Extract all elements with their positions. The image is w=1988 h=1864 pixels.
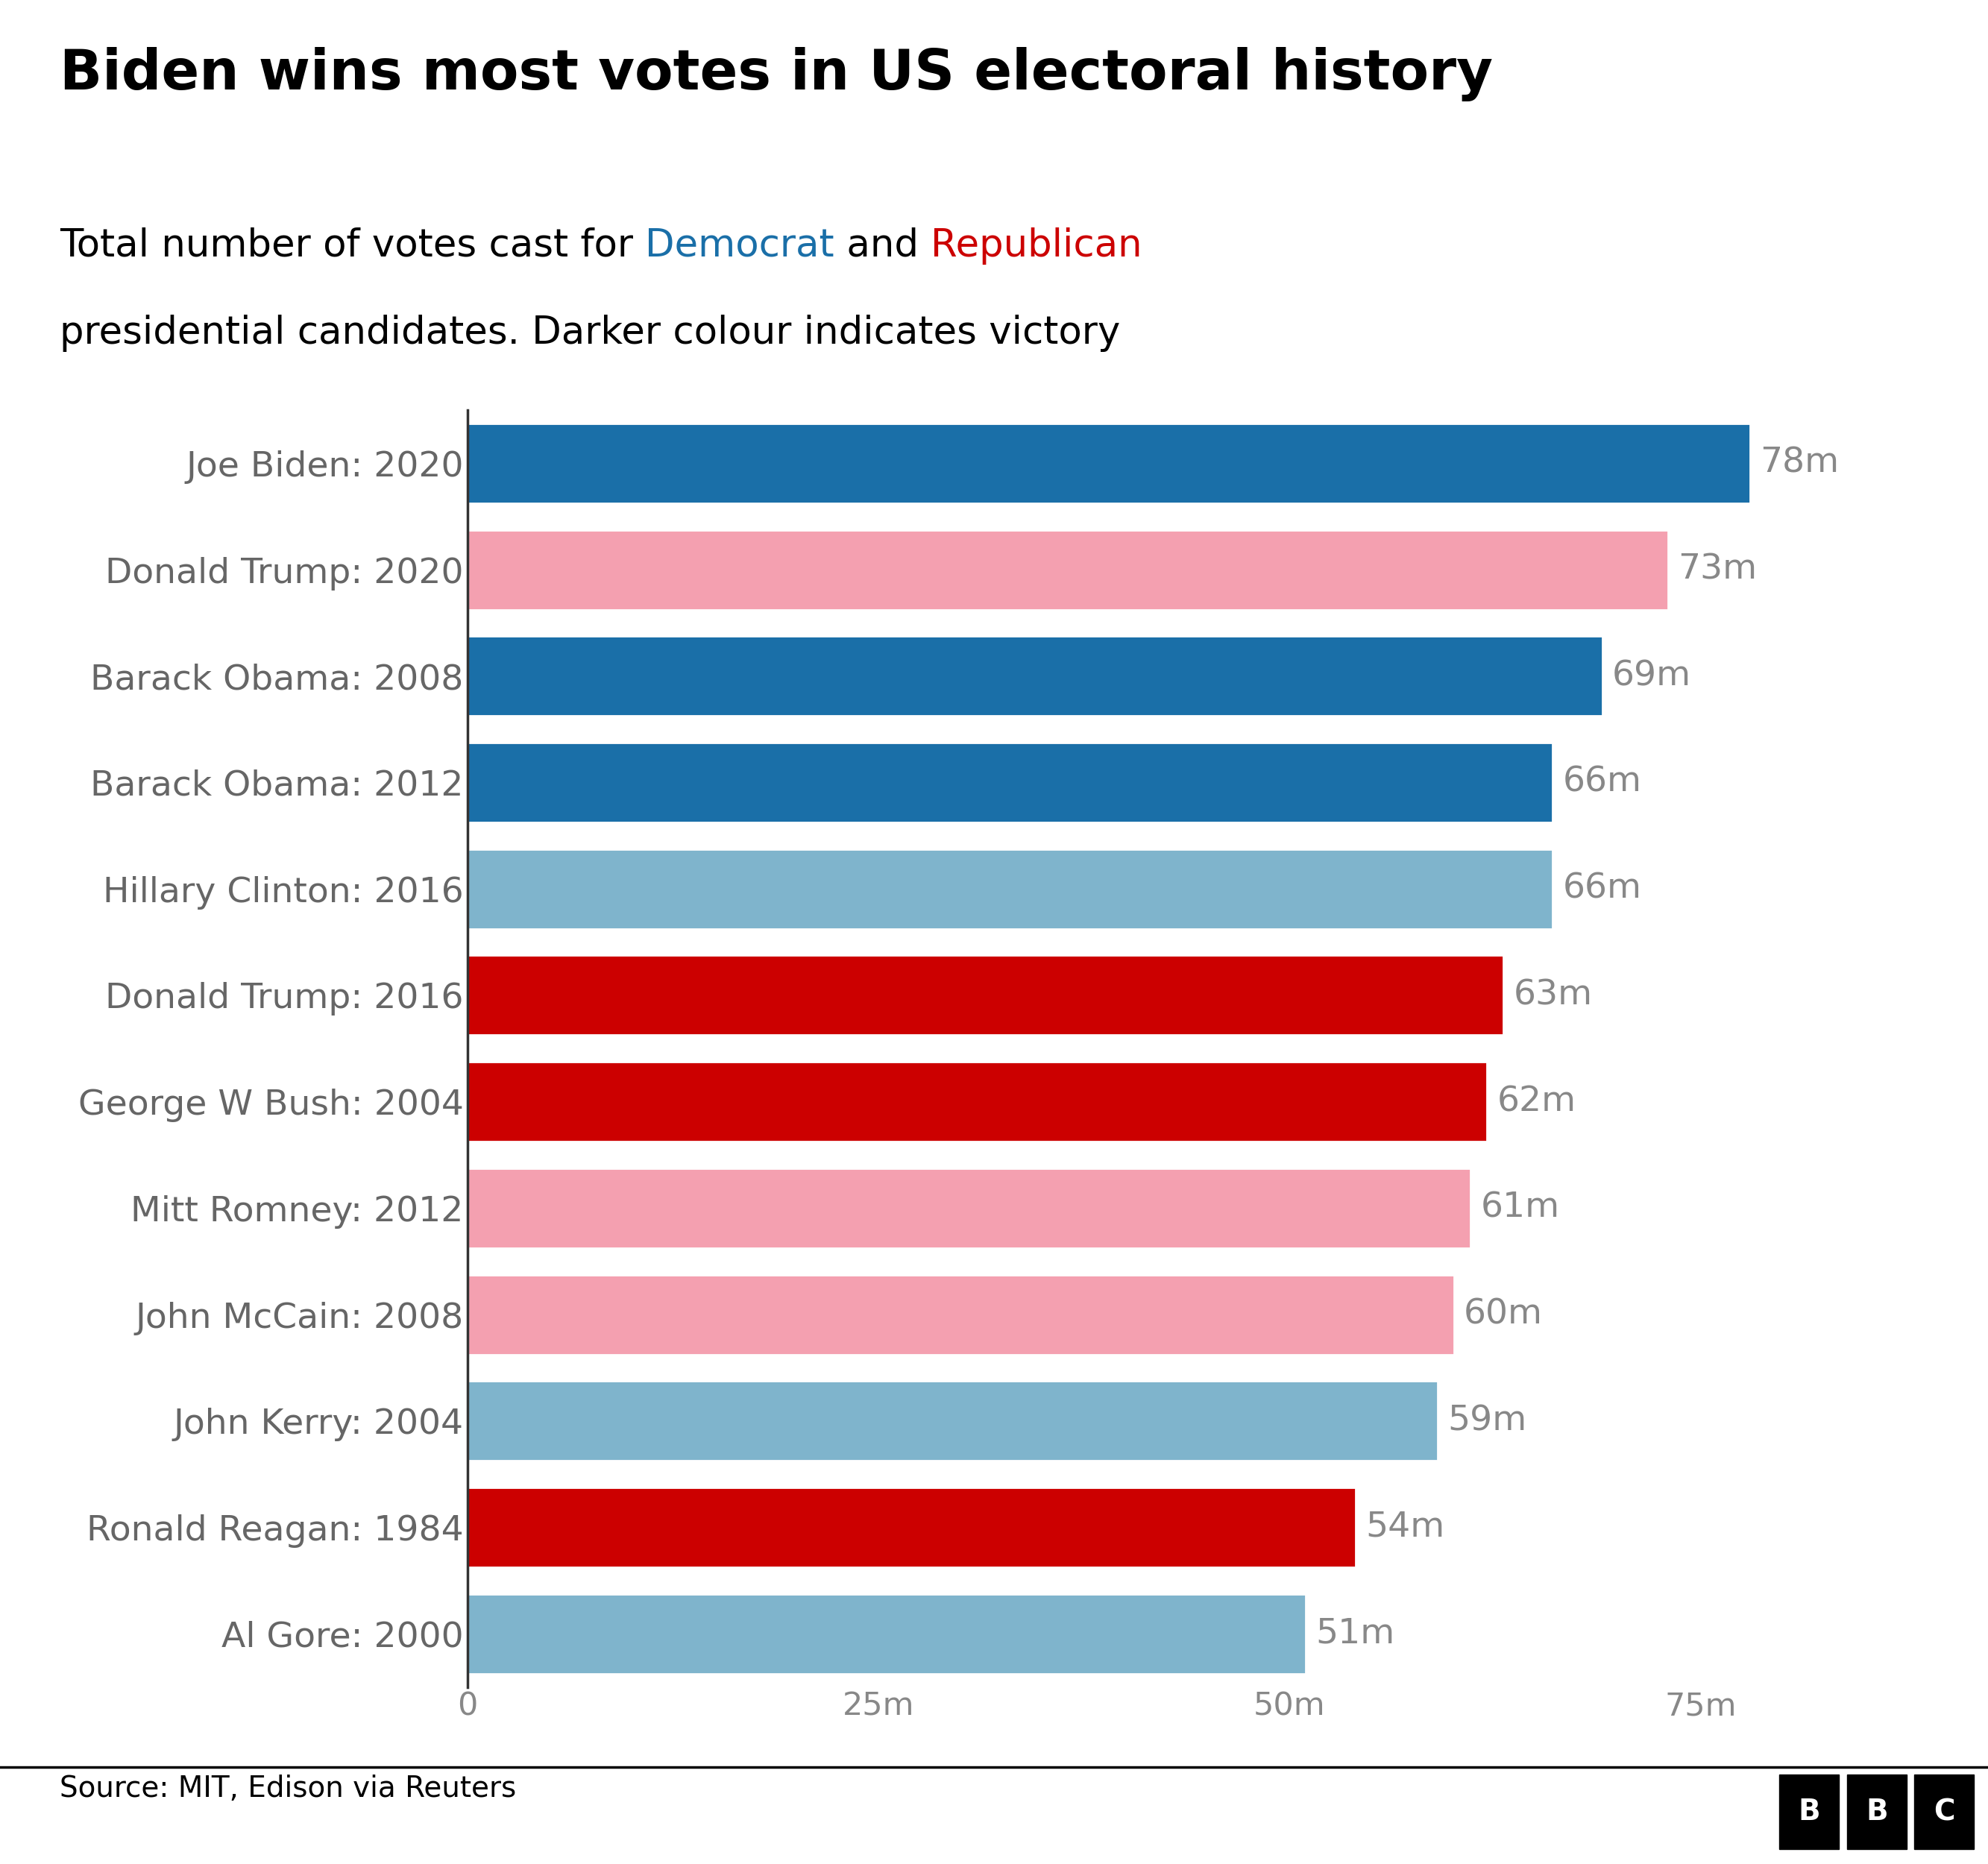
Text: 78m: 78m — [1759, 447, 1839, 481]
Text: 66m: 66m — [1563, 766, 1642, 800]
Text: C: C — [1934, 1797, 1954, 1827]
Bar — [467, 1169, 1471, 1249]
Text: 51m: 51m — [1316, 1616, 1396, 1650]
Bar — [467, 1275, 1453, 1355]
Text: and: and — [835, 227, 930, 265]
Text: B: B — [1797, 1797, 1821, 1827]
Text: 60m: 60m — [1463, 1297, 1543, 1331]
Text: 63m: 63m — [1513, 979, 1592, 1012]
Text: 59m: 59m — [1447, 1404, 1527, 1437]
Text: Democrat: Democrat — [646, 227, 835, 265]
Bar — [467, 1062, 1487, 1141]
Text: presidential candidates. Darker colour indicates victory: presidential candidates. Darker colour i… — [60, 315, 1119, 352]
Text: 61m: 61m — [1481, 1191, 1559, 1225]
Bar — [467, 956, 1503, 1035]
Bar — [467, 742, 1553, 822]
Bar — [467, 1381, 1437, 1461]
Text: 62m: 62m — [1497, 1085, 1576, 1118]
Text: Biden wins most votes in US electoral history: Biden wins most votes in US electoral hi… — [60, 47, 1493, 101]
Bar — [467, 423, 1749, 503]
Bar — [467, 848, 1553, 928]
Bar — [467, 1487, 1356, 1568]
Text: Source: MIT, Edison via Reuters: Source: MIT, Edison via Reuters — [60, 1775, 517, 1802]
Bar — [467, 1594, 1306, 1674]
Text: B: B — [1865, 1797, 1889, 1827]
Text: Republican: Republican — [930, 227, 1143, 265]
Text: 73m: 73m — [1678, 554, 1757, 587]
Bar — [467, 636, 1602, 716]
Text: 66m: 66m — [1563, 872, 1642, 906]
Text: 54m: 54m — [1366, 1510, 1445, 1543]
Text: 69m: 69m — [1612, 660, 1692, 693]
Text: Total number of votes cast for: Total number of votes cast for — [60, 227, 646, 265]
Bar — [467, 529, 1668, 610]
